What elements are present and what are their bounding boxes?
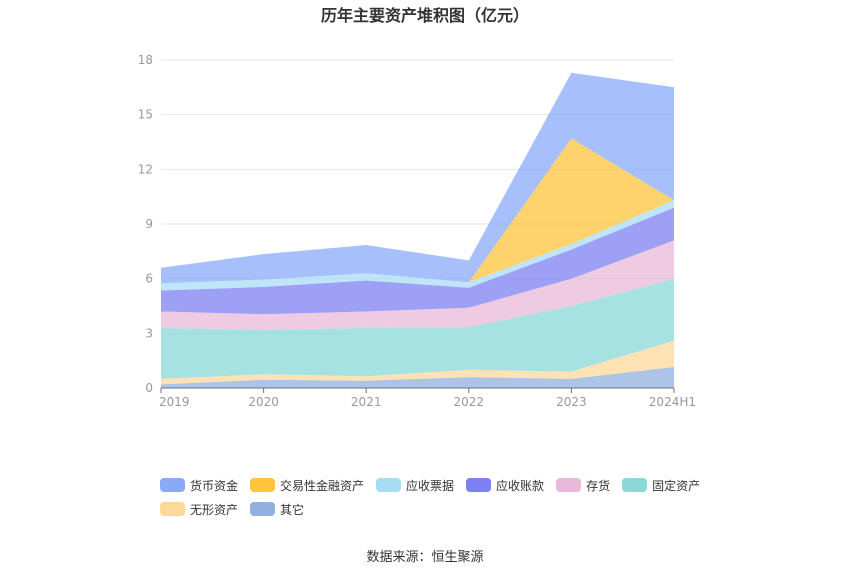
y-tick-label: 18 (138, 53, 153, 67)
y-tick-label: 9 (145, 217, 153, 231)
legend-label: 应收账款 (496, 478, 545, 493)
area-series (161, 72, 674, 388)
legend-label: 固定资产 (652, 478, 701, 493)
legend-swatch (556, 478, 582, 492)
y-tick-label: 0 (145, 381, 153, 395)
x-tick-label: 2024H1 (649, 395, 696, 409)
legend-item[interactable]: 应收账款 (466, 477, 544, 494)
axes: 0 3 6 9 12 15 18 2019 2020 2021 2022 2023 2024H1 (138, 53, 696, 409)
legend-item[interactable]: 货币资金 (160, 477, 238, 494)
legend-item[interactable]: 无形资产 (160, 501, 238, 518)
area-series-5[interactable] (161, 200, 674, 291)
area-series-0[interactable] (161, 367, 674, 388)
legend-swatch (622, 478, 648, 492)
legend-row: 无形资产 其它 (160, 497, 760, 521)
legend: 货币资金 交易性金融资产 应收票据 应收账款 存货 固定资产无形资产 其它 (160, 473, 760, 521)
legend-swatch (160, 478, 185, 492)
legend-item[interactable]: 固定资产 (622, 477, 700, 494)
y-tick-label: 3 (145, 326, 153, 340)
area-series-1[interactable] (161, 340, 674, 385)
y-tick-label: 12 (138, 162, 153, 176)
legend-swatch (250, 478, 276, 492)
area-series-7[interactable] (161, 72, 674, 284)
x-tick-label: 2019 (159, 395, 190, 409)
legend-item[interactable]: 应收票据 (376, 477, 454, 494)
legend-item[interactable]: 其它 (250, 501, 304, 518)
area-series-2[interactable] (161, 278, 674, 379)
y-tick-label: 15 (138, 108, 153, 122)
x-tick-label: 2021 (351, 395, 382, 409)
area-series-6[interactable] (161, 138, 674, 284)
legend-swatch (376, 478, 402, 492)
data-source: 数据来源：恒生聚源 (366, 550, 484, 565)
x-tick-label: 2020 (248, 395, 279, 409)
legend-swatch (250, 502, 276, 516)
legend-item[interactable]: 存货 (556, 477, 610, 494)
y-tick-label: 6 (145, 272, 153, 286)
area-series-4[interactable] (161, 207, 674, 315)
chart-title: 历年主要资产堆积图（亿元） (320, 6, 529, 25)
legend-label: 交易性金融资产 (280, 478, 365, 493)
legend-label: 存货 (586, 478, 611, 493)
legend-swatch (160, 502, 185, 516)
stacked-area-chart: 0 3 6 9 12 15 18 2019 2020 2021 2022 2023 2024H1 (138, 53, 696, 409)
legend-label: 其它 (280, 502, 305, 517)
area-series-3[interactable] (161, 240, 674, 330)
legend-item[interactable]: 交易性金融资产 (250, 477, 364, 494)
legend-label: 应收票据 (406, 478, 455, 493)
x-tick-label: 2022 (454, 395, 485, 409)
legend-label: 货币资金 (190, 478, 239, 493)
legend-row: 货币资金 交易性金融资产 应收票据 应收账款 存货 固定资产 (160, 473, 760, 497)
legend-label: 无形资产 (190, 502, 239, 517)
legend-swatch (466, 478, 492, 492)
x-tick-label: 2023 (556, 395, 587, 409)
